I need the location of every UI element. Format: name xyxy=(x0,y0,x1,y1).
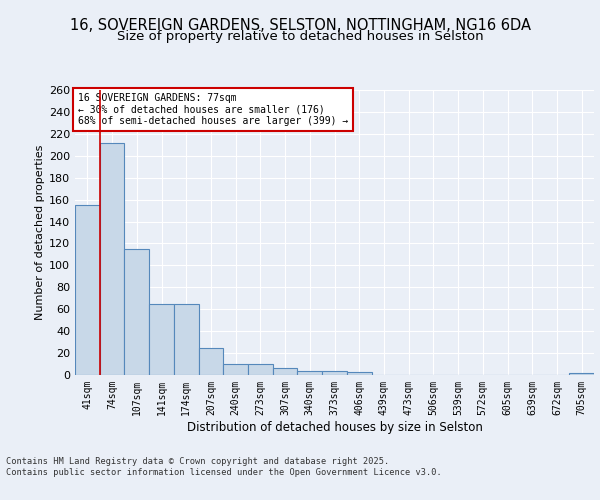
Bar xyxy=(199,348,223,375)
Text: Size of property relative to detached houses in Selston: Size of property relative to detached ho… xyxy=(116,30,484,43)
Text: 16, SOVEREIGN GARDENS, SELSTON, NOTTINGHAM, NG16 6DA: 16, SOVEREIGN GARDENS, SELSTON, NOTTINGH… xyxy=(70,18,530,32)
Bar xyxy=(248,364,273,375)
Text: Contains HM Land Registry data © Crown copyright and database right 2025.
Contai: Contains HM Land Registry data © Crown c… xyxy=(6,458,442,477)
Bar xyxy=(124,249,149,375)
Bar xyxy=(75,205,100,375)
Bar xyxy=(100,142,124,375)
Bar xyxy=(273,368,298,375)
Y-axis label: Number of detached properties: Number of detached properties xyxy=(35,145,45,320)
Bar xyxy=(174,304,199,375)
Bar xyxy=(149,304,174,375)
Text: 16 SOVEREIGN GARDENS: 77sqm
← 30% of detached houses are smaller (176)
68% of se: 16 SOVEREIGN GARDENS: 77sqm ← 30% of det… xyxy=(77,93,348,126)
Bar xyxy=(347,372,371,375)
Bar xyxy=(298,370,322,375)
Bar xyxy=(322,370,347,375)
Bar xyxy=(223,364,248,375)
Bar xyxy=(569,373,594,375)
X-axis label: Distribution of detached houses by size in Selston: Distribution of detached houses by size … xyxy=(187,420,482,434)
